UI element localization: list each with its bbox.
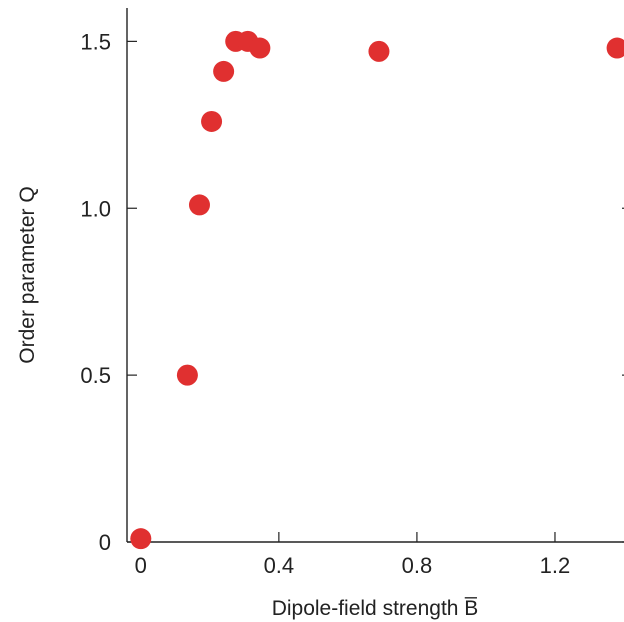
data-point: [213, 60, 235, 82]
x-axis-title: Dipole-field strength B̅: [272, 597, 479, 620]
data-point: [606, 37, 624, 59]
y-tick-label: 1.5: [80, 29, 111, 54]
data-point: [249, 37, 271, 59]
y-axis-title: Order parameter Q: [16, 186, 39, 363]
plot-area: [126, 8, 624, 543]
x-tick-label: 0.8: [402, 553, 433, 578]
data-point: [130, 528, 152, 550]
y-ticks: 0 0.5 1.0 1.5: [80, 29, 624, 555]
data-point: [201, 110, 223, 132]
y-tick-label: 0.5: [80, 363, 111, 388]
data-points: [130, 30, 624, 550]
data-point: [188, 194, 210, 216]
x-tick-label: 0: [135, 553, 147, 578]
y-tick-label: 0: [99, 530, 111, 555]
x-tick-label: 0.4: [264, 553, 295, 578]
x-tick-label: 1.2: [540, 553, 571, 578]
x-ticks: 0 0.4 0.8 1.2: [135, 532, 571, 578]
data-point: [368, 40, 390, 62]
y-tick-label: 1.0: [80, 196, 111, 221]
data-point: [176, 364, 198, 386]
